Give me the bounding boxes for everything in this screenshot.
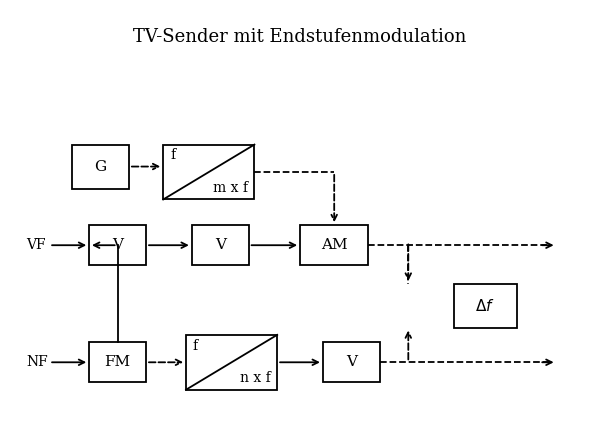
Bar xyxy=(454,284,517,328)
Bar xyxy=(192,225,249,265)
Text: V: V xyxy=(112,238,123,252)
Text: n x f: n x f xyxy=(239,372,271,385)
Text: G: G xyxy=(94,160,107,174)
Bar xyxy=(89,225,146,265)
Text: f: f xyxy=(170,148,175,162)
Text: V: V xyxy=(346,355,357,369)
Bar xyxy=(186,335,277,390)
Bar xyxy=(72,145,129,188)
Text: V: V xyxy=(215,238,226,252)
Text: AM: AM xyxy=(321,238,347,252)
Text: m x f: m x f xyxy=(212,181,248,195)
Text: NF: NF xyxy=(26,355,48,369)
Title: TV-Sender mit Endstufenmodulation: TV-Sender mit Endstufenmodulation xyxy=(133,28,467,46)
Bar xyxy=(323,342,380,382)
Text: f: f xyxy=(193,339,198,352)
Text: FM: FM xyxy=(104,355,131,369)
Bar xyxy=(163,145,254,200)
Bar xyxy=(300,225,368,265)
Text: $\Delta f$: $\Delta f$ xyxy=(475,298,495,314)
Text: VF: VF xyxy=(26,238,46,252)
Bar xyxy=(89,342,146,382)
